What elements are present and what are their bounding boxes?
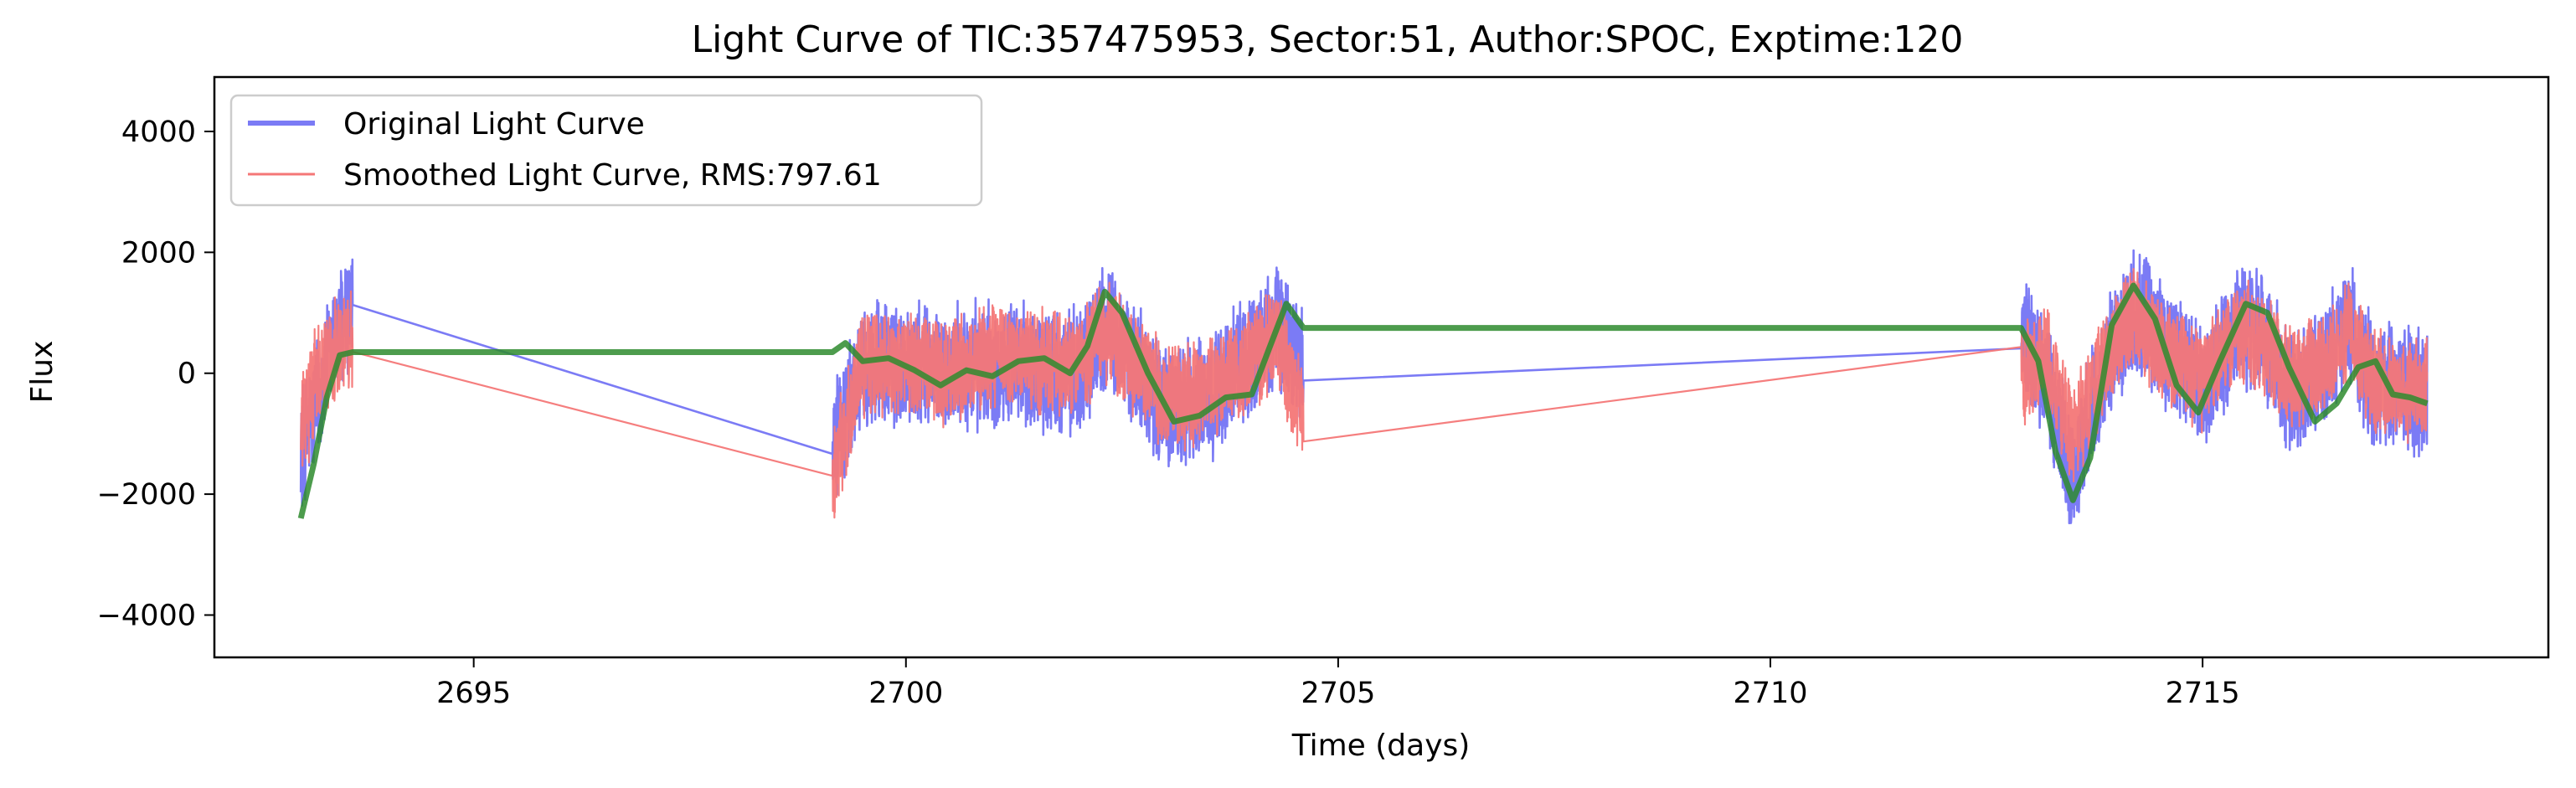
y-axis: −4000 −2000 0 2000 4000 — [97, 116, 214, 632]
x-tick-label: 2710 — [1733, 677, 1807, 710]
legend-label-smoothed: Smoothed Light Curve, RMS:797.61 — [343, 158, 882, 193]
y-tick-label: 4000 — [121, 116, 196, 149]
x-tick-label: 2705 — [1301, 677, 1375, 710]
y-tick-label: 2000 — [121, 236, 196, 270]
legend: Original Light Curve Smoothed Light Curv… — [229, 94, 983, 207]
legend-box — [229, 94, 983, 207]
chart-title: Light Curve of TIC:357475953, Sector:51,… — [692, 18, 1964, 61]
y-tick-label: −4000 — [97, 599, 196, 632]
series-layer — [297, 249, 2429, 524]
x-tick-label: 2715 — [2166, 677, 2240, 710]
legend-label-original: Original Light Curve — [343, 107, 645, 142]
y-axis-label: Flux — [25, 341, 59, 404]
x-tick-label: 2695 — [436, 677, 511, 710]
x-axis: 2695 2700 2705 2710 2715 — [436, 657, 2240, 710]
y-tick-label: −2000 — [97, 478, 196, 512]
series-trend-line — [297, 282, 2429, 519]
plot-frame — [213, 75, 2550, 659]
x-tick-label: 2700 — [868, 677, 943, 710]
y-tick-label: 0 — [178, 358, 196, 391]
x-axis-label: Time (days) — [1291, 729, 1471, 763]
